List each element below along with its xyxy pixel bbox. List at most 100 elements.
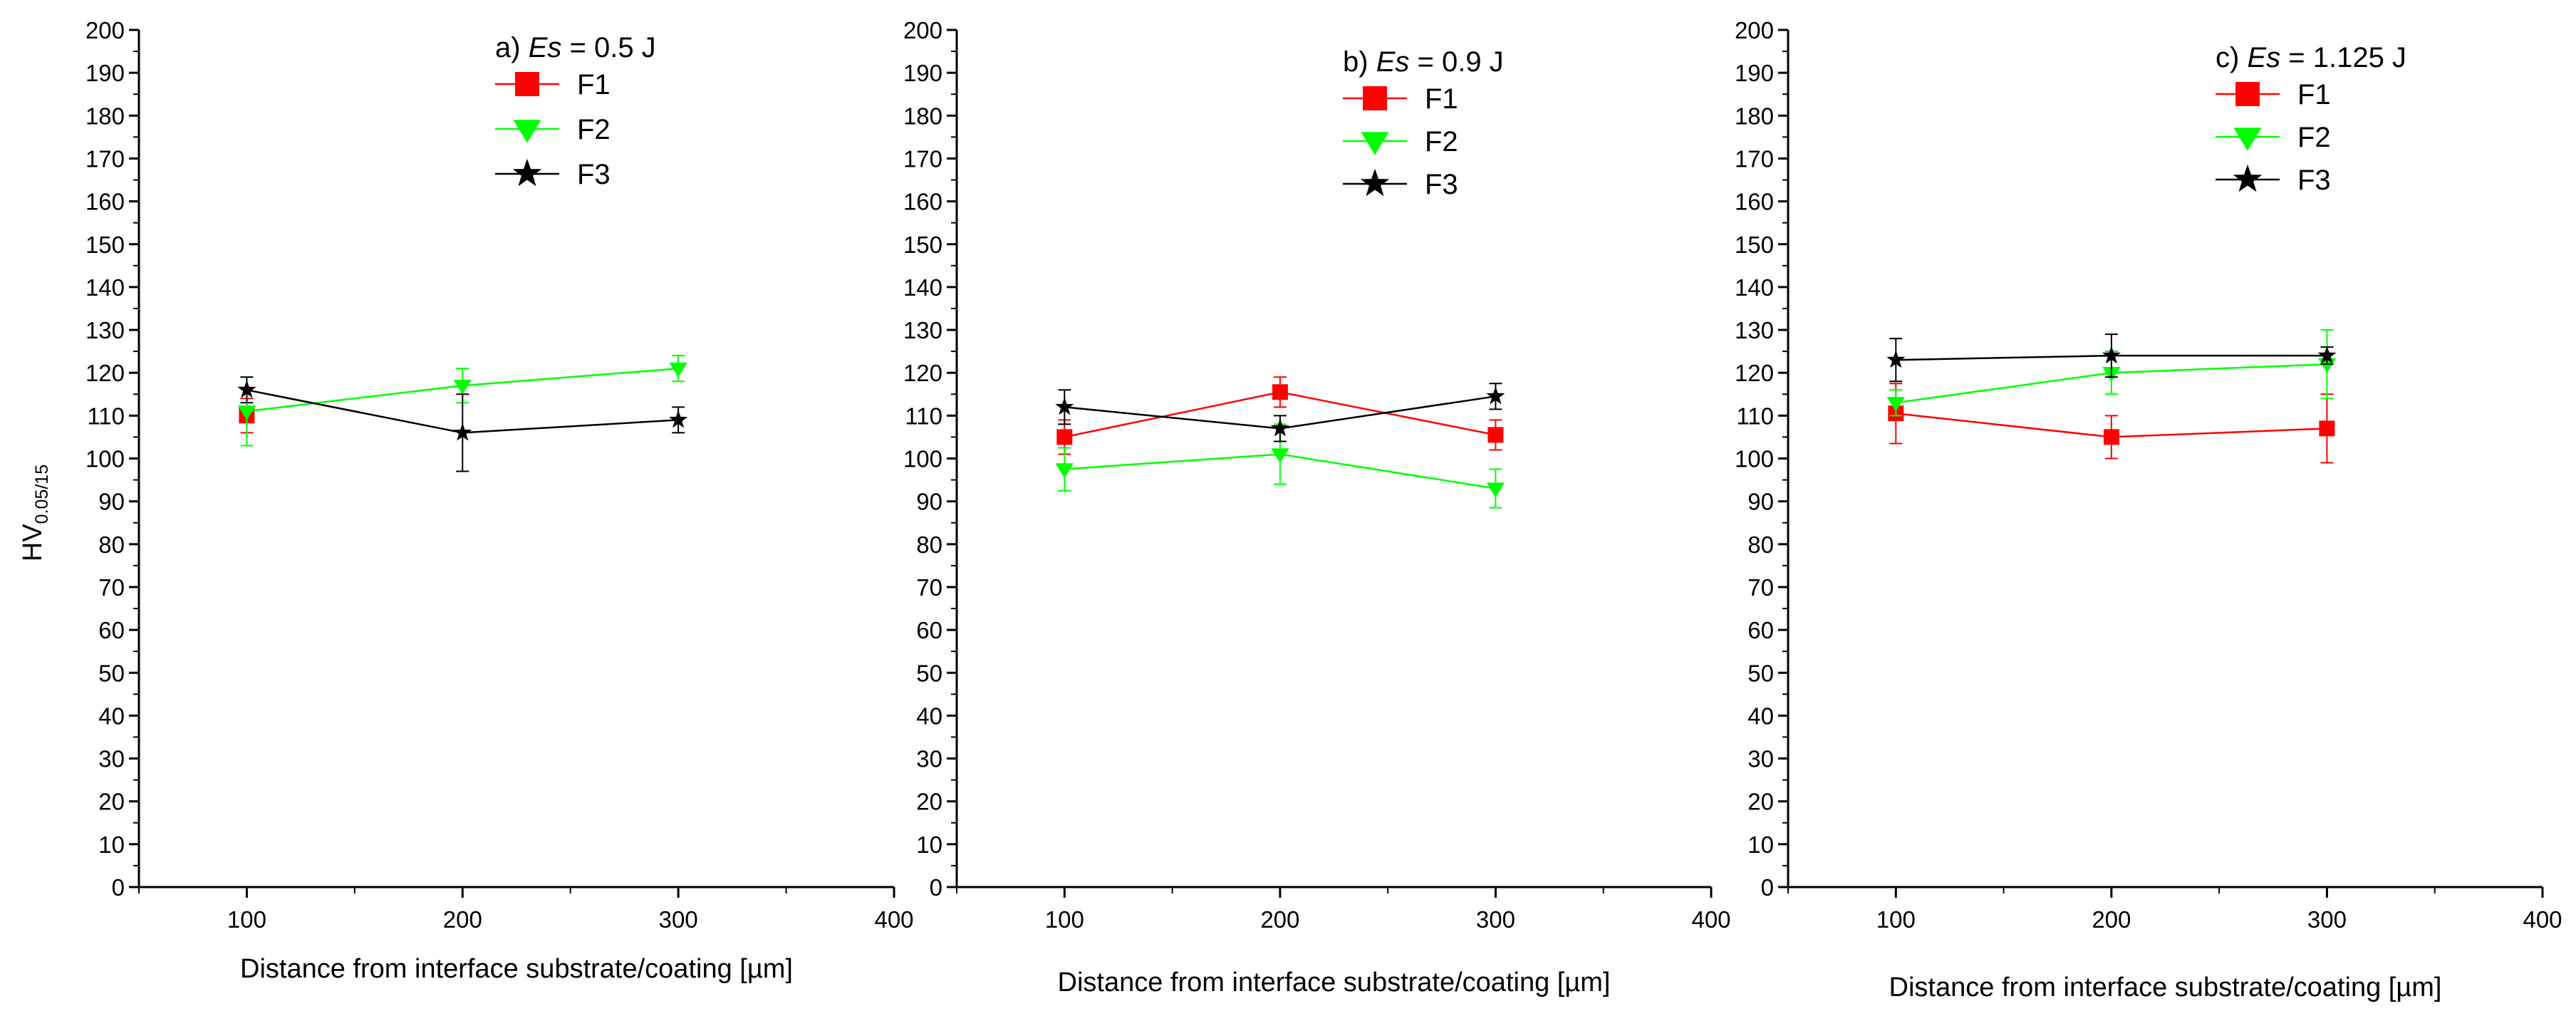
legend-marker: [512, 158, 542, 187]
panel-title-value: = 0.9 J: [1409, 46, 1503, 78]
y-axis-title-subscript: 0.05/15: [32, 465, 52, 524]
y-tick-label: 0: [930, 874, 942, 901]
y-tick-label: 70: [1747, 574, 1774, 601]
series-f2: [1055, 423, 1505, 509]
x-tick-label: 200: [2092, 906, 2131, 933]
panel-title: b) Es = 0.9 J: [1343, 46, 1504, 78]
x-tick-label: 400: [2523, 906, 2562, 933]
data-point: [669, 410, 688, 428]
y-tick-label: 40: [1747, 703, 1774, 729]
data-point: [2319, 420, 2335, 437]
data-point: [1272, 384, 1288, 400]
y-tick-label: 180: [1735, 103, 1774, 129]
y-tick-label: 50: [98, 660, 125, 686]
x-tick-label: 300: [1476, 906, 1515, 933]
data-point: [1055, 397, 1074, 415]
x-axis-title: Distance from interface substrate/coatin…: [1058, 968, 1611, 998]
data-point: [1486, 482, 1505, 498]
y-tick-label: 90: [98, 489, 125, 515]
legend-item-f1: F1: [2216, 79, 2331, 110]
y-tick-label: 200: [85, 17, 125, 43]
series-f3: [1886, 333, 2337, 383]
legend-item-f2: F2: [495, 114, 611, 145]
data-point: [453, 423, 472, 441]
y-tick-label: 10: [98, 831, 125, 858]
data-point: [2317, 346, 2337, 364]
y-tick-label: 70: [916, 574, 942, 601]
y-tick-label: 50: [1747, 660, 1774, 686]
y-tick-label: 40: [916, 703, 942, 729]
y-tick-label: 20: [98, 789, 125, 815]
x-tick-label: 200: [443, 906, 482, 933]
panel-title-prefix: b): [1343, 46, 1376, 78]
y-tick-label: 20: [916, 789, 942, 815]
panel-title-symbol: Es: [2247, 42, 2280, 73]
data-point: [453, 380, 472, 395]
data-point: [1886, 350, 1906, 368]
y-tick-label: 40: [98, 703, 125, 729]
legend-marker: [1360, 168, 1390, 197]
y-tick-label: 190: [1735, 60, 1774, 86]
panel-title: a) Es = 0.5 J: [495, 32, 656, 63]
panel-b: 0 10 20 30 40 50 60 70 80 90 100 110 120 130 140 150 160…: [903, 17, 1731, 998]
y-tick-label: 70: [98, 574, 125, 601]
y-tick-label: 130: [85, 317, 125, 343]
data-point: [1055, 463, 1074, 479]
y-tick-label: 130: [903, 317, 942, 343]
legend-label: F2: [2297, 122, 2331, 153]
shared-y-axis-title: HV0.05/15: [18, 465, 52, 561]
y-tick-label: 10: [916, 831, 942, 858]
data-point: [1486, 386, 1505, 405]
data-point: [1270, 418, 1289, 437]
y-tick-label: 160: [1735, 189, 1774, 215]
data-point: [1487, 427, 1504, 443]
y-tick-label: 10: [1747, 831, 1774, 858]
y-tick-label: 180: [903, 103, 942, 129]
panel-title: c) Es = 1.125 J: [2216, 42, 2406, 73]
data-point: [1056, 429, 1073, 445]
panel-title-symbol: Es: [1376, 46, 1410, 78]
data-point: [237, 405, 256, 420]
series-f3: [237, 376, 688, 472]
x-tick-label: 100: [227, 906, 266, 933]
legend-item-f1: F1: [1343, 83, 1458, 115]
panel-title-prefix: a): [495, 32, 529, 63]
y-tick-label: 80: [98, 532, 125, 558]
y-tick-label: 80: [916, 532, 942, 558]
legend-marker: [2233, 164, 2263, 192]
panel-a: 0 10 20 30 40 50 60 70 80 90 100 110 120 130 140 150 160…: [85, 17, 914, 984]
y-tick-label: 60: [916, 617, 942, 643]
legend-label: F1: [2297, 79, 2331, 110]
data-point: [669, 362, 687, 378]
y-tick-label: 110: [87, 403, 125, 429]
y-tick-label: 160: [903, 189, 942, 215]
legend-label: F3: [1425, 169, 1458, 200]
y-tick-label: 170: [1735, 145, 1774, 172]
panel-title-value: = 1.125 J: [2280, 42, 2406, 73]
x-tick-label: 100: [1045, 906, 1084, 933]
legend-label: F2: [577, 114, 611, 145]
x-tick-label: 100: [1876, 906, 1916, 933]
y-tick-label: 0: [112, 874, 125, 901]
legend-marker: [513, 120, 541, 143]
legend-label: F3: [2297, 165, 2331, 196]
x-tick-label: 400: [874, 906, 913, 933]
y-tick-label: 50: [916, 660, 942, 686]
y-tick-label: 90: [1747, 489, 1774, 515]
y-tick-label: 190: [85, 60, 125, 86]
legend-marker: [2235, 82, 2260, 106]
y-axis-title: HV0.05/15: [18, 465, 52, 561]
y-tick-label: 200: [903, 17, 942, 43]
y-tick-label: 180: [85, 103, 125, 129]
legend-marker: [1363, 86, 1387, 110]
x-axis-title: Distance from interface substrate/coatin…: [1889, 973, 2442, 1002]
y-tick-label: 60: [1747, 617, 1774, 643]
panel-c: 0 10 20 30 40 50 60 70 80 90 100 110 120 130 140 150 160…: [1735, 17, 2562, 1002]
y-tick-label: 30: [1747, 746, 1774, 772]
y-tick-label: 130: [1735, 317, 1774, 343]
data-point: [1271, 448, 1289, 464]
data-point: [237, 380, 256, 398]
legend-label: F2: [1425, 126, 1458, 157]
legend-marker: [1361, 132, 1389, 155]
